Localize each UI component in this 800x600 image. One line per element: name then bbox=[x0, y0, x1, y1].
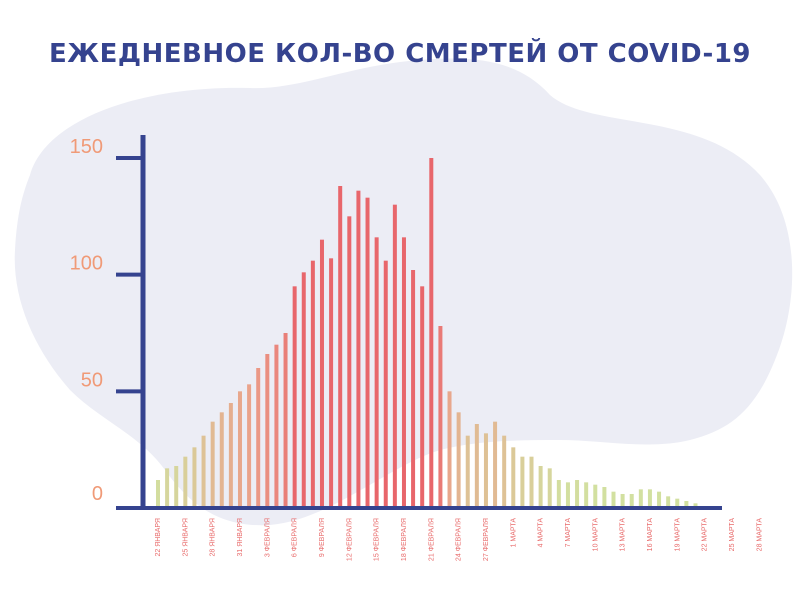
bar bbox=[429, 158, 434, 508]
bar bbox=[456, 412, 461, 508]
bar bbox=[593, 484, 598, 508]
x-axis-ticks: 22 ЯНВАРЯ 25 ЯНВАРЯ 28 ЯНВАРЯ 31 ЯНВАРЯ 3 ФЕ… bbox=[155, 518, 763, 561]
bar bbox=[693, 503, 698, 508]
x-tick-label: 7 МАРТА bbox=[565, 518, 572, 548]
bar bbox=[201, 435, 206, 508]
bar bbox=[565, 482, 570, 508]
x-tick-label: 31 ЯНВАРЯ bbox=[237, 518, 244, 557]
x-tick-label: 15 ФЕВРАЛЯ bbox=[374, 518, 381, 561]
bar bbox=[465, 435, 470, 508]
bar bbox=[529, 456, 534, 508]
bar bbox=[638, 489, 643, 508]
bar bbox=[192, 447, 197, 508]
x-tick-label: 6 ФЕВРАЛЯ bbox=[292, 518, 299, 557]
bar bbox=[474, 424, 479, 508]
bar bbox=[647, 489, 652, 508]
bar bbox=[675, 498, 680, 508]
y-tick-label: 150 bbox=[70, 136, 103, 158]
bar bbox=[511, 447, 516, 508]
bar bbox=[629, 494, 634, 508]
bar bbox=[411, 270, 416, 508]
bar bbox=[356, 190, 361, 509]
bar bbox=[256, 368, 261, 508]
bar bbox=[447, 391, 452, 508]
bar bbox=[666, 496, 671, 508]
bar bbox=[274, 344, 279, 508]
chart-title: ЕЖЕДНЕВНОЕ КОЛ-ВО СМЕРТЕЙ ОТ COVID-19 bbox=[49, 37, 751, 69]
x-tick-label: 4 МАРТА bbox=[538, 518, 545, 548]
bar bbox=[502, 435, 507, 508]
y-tick-label: 100 bbox=[70, 253, 103, 275]
bar bbox=[183, 456, 188, 508]
x-tick-label: 25 ЯНВАРЯ bbox=[182, 518, 189, 557]
x-tick-label: 28 МАРТА bbox=[756, 518, 763, 552]
x-tick-label: 13 МАРТА bbox=[620, 518, 627, 552]
x-tick-label: 3 ФЕВРАЛЯ bbox=[264, 518, 271, 557]
bar bbox=[684, 501, 689, 508]
bar bbox=[493, 421, 498, 508]
bar bbox=[401, 237, 406, 508]
x-tick-label: 9 ФЕВРАЛЯ bbox=[319, 518, 326, 557]
bar bbox=[657, 491, 662, 508]
x-tick-label: 22 ЯНВАРЯ bbox=[155, 518, 162, 557]
bar bbox=[383, 260, 388, 508]
x-tick-label: 18 ФЕВРАЛЯ bbox=[401, 518, 408, 561]
bar bbox=[319, 239, 324, 509]
x-tick-label: 24 ФЕВРАЛЯ bbox=[456, 518, 463, 561]
bar bbox=[438, 326, 443, 508]
bar bbox=[228, 403, 233, 508]
bar bbox=[347, 216, 352, 508]
bar bbox=[538, 466, 543, 508]
bar bbox=[420, 286, 425, 508]
bar bbox=[329, 258, 334, 508]
bar bbox=[165, 468, 170, 508]
bar bbox=[310, 260, 315, 508]
x-tick-label: 28 ЯНВАРЯ bbox=[210, 518, 217, 557]
bar bbox=[365, 197, 370, 509]
bar bbox=[374, 237, 379, 508]
x-tick-label: 10 МАРТА bbox=[592, 518, 599, 552]
bar bbox=[283, 333, 288, 508]
bar bbox=[584, 482, 589, 508]
bar bbox=[237, 391, 242, 508]
bars bbox=[156, 158, 698, 509]
bar bbox=[575, 480, 580, 508]
x-tick-label: 1 МАРТА bbox=[510, 518, 517, 548]
bar bbox=[247, 384, 252, 508]
x-tick-label: 21 ФЕВРАЛЯ bbox=[428, 518, 435, 561]
bar bbox=[210, 421, 215, 508]
bar bbox=[156, 480, 160, 508]
bar bbox=[547, 468, 552, 508]
bar bbox=[620, 494, 625, 508]
x-tick-label: 25 МАРТА bbox=[729, 518, 736, 552]
y-tick-label: 50 bbox=[81, 369, 103, 391]
x-tick-label: 12 ФЕВРАЛЯ bbox=[346, 518, 353, 561]
bar bbox=[265, 354, 270, 508]
x-tick-label: 22 МАРТА bbox=[702, 518, 709, 552]
bar bbox=[483, 433, 488, 508]
x-tick-label: 16 МАРТА bbox=[647, 518, 654, 552]
bar bbox=[602, 487, 607, 508]
y-tick-label: 0 bbox=[92, 483, 103, 505]
bar bbox=[392, 204, 397, 509]
bar bbox=[556, 480, 561, 508]
x-tick-label: 19 МАРТА bbox=[674, 518, 681, 552]
bar bbox=[338, 186, 343, 508]
bar bbox=[301, 272, 306, 508]
bar bbox=[520, 456, 525, 508]
bar bbox=[174, 466, 179, 508]
bar bbox=[292, 286, 297, 508]
x-tick-label: 27 ФЕВРАЛЯ bbox=[483, 518, 490, 561]
bar bbox=[219, 412, 224, 508]
bar bbox=[611, 491, 616, 508]
